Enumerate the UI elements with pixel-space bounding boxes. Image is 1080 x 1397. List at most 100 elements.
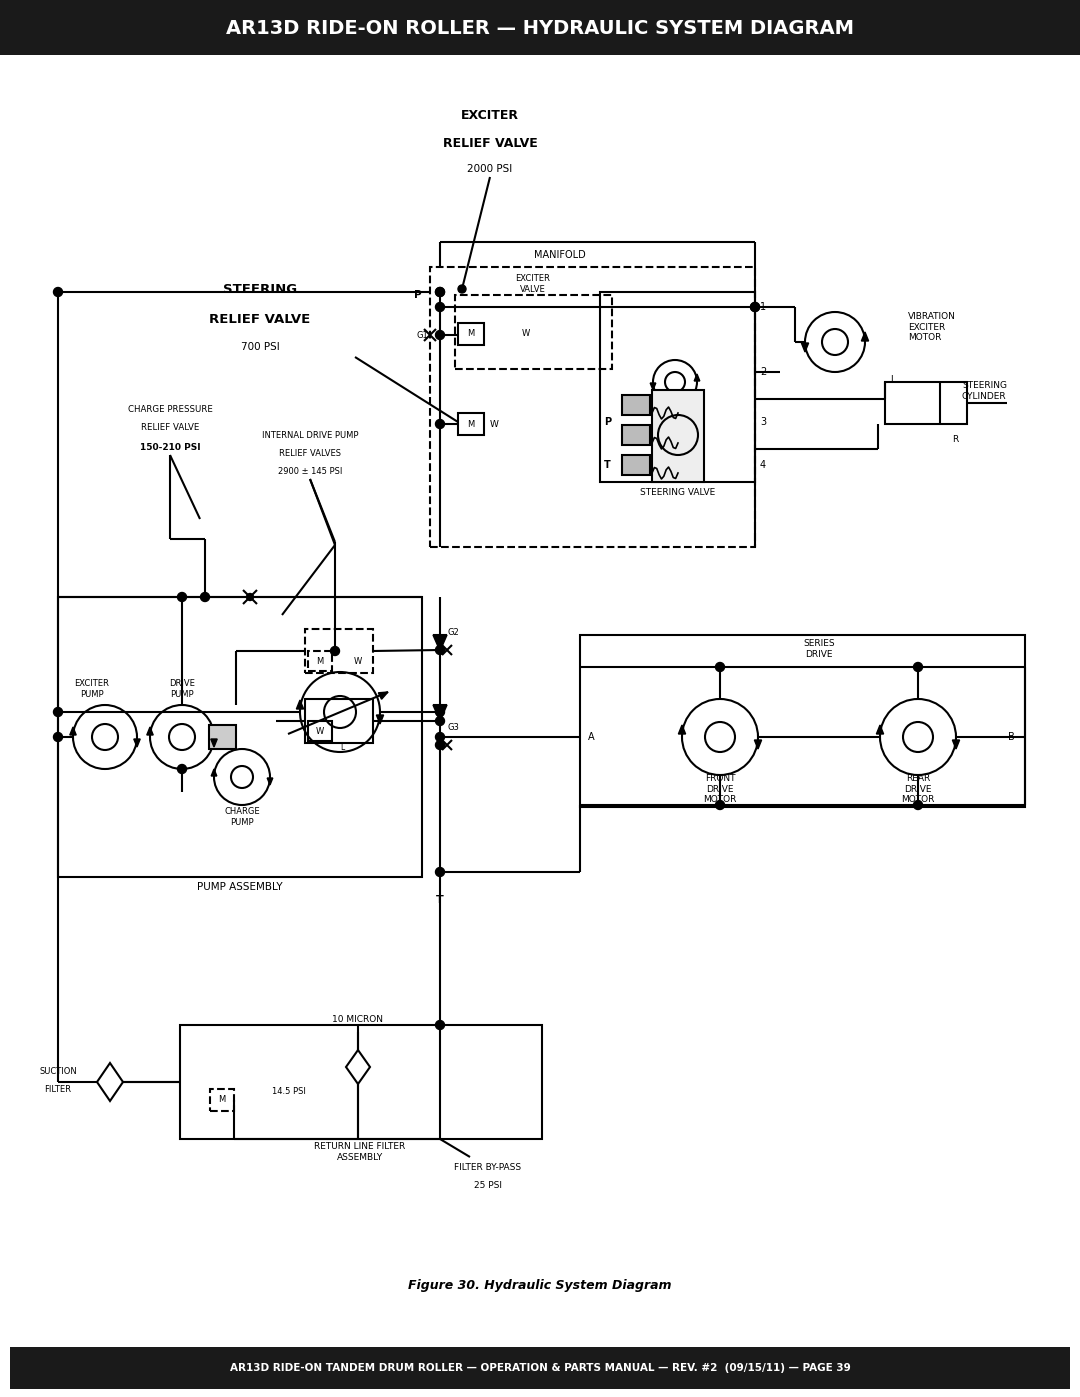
- Text: CHARGE PRESSURE: CHARGE PRESSURE: [127, 405, 213, 414]
- Polygon shape: [755, 740, 761, 749]
- Text: FRONT
DRIVE
MOTOR: FRONT DRIVE MOTOR: [703, 774, 737, 803]
- Text: P: P: [415, 291, 422, 300]
- Circle shape: [177, 764, 187, 774]
- Text: T: T: [436, 895, 444, 905]
- Bar: [305, 629, 373, 673]
- Text: W: W: [522, 330, 530, 338]
- Text: L: L: [340, 742, 345, 752]
- Circle shape: [435, 288, 445, 296]
- Text: VIBRATION
EXCITER
MOTOR: VIBRATION EXCITER MOTOR: [908, 312, 956, 342]
- Text: EXCITER
PUMP: EXCITER PUMP: [75, 679, 109, 698]
- Bar: [308, 721, 332, 740]
- Circle shape: [458, 285, 465, 293]
- Text: M: M: [218, 1095, 226, 1105]
- Polygon shape: [70, 726, 77, 735]
- Circle shape: [54, 707, 63, 717]
- Circle shape: [54, 732, 63, 742]
- Circle shape: [201, 592, 210, 602]
- Circle shape: [751, 303, 759, 312]
- Text: Figure 30. Hydraulic System Diagram: Figure 30. Hydraulic System Diagram: [408, 1278, 672, 1291]
- Bar: [458, 323, 484, 345]
- Text: M: M: [468, 419, 474, 429]
- Text: RELIEF VALVE: RELIEF VALVE: [443, 137, 538, 149]
- Bar: [308, 651, 332, 671]
- Circle shape: [914, 662, 922, 672]
- Polygon shape: [433, 636, 447, 651]
- Circle shape: [435, 303, 445, 312]
- Text: 14.5 PSI: 14.5 PSI: [272, 1087, 306, 1097]
- Text: W: W: [315, 726, 324, 735]
- Text: AR13D RIDE-ON ROLLER — HYDRAULIC SYSTEM DIAGRAM: AR13D RIDE-ON ROLLER — HYDRAULIC SYSTEM …: [226, 18, 854, 38]
- Circle shape: [715, 800, 725, 809]
- Text: R: R: [951, 434, 958, 443]
- Bar: [305, 698, 373, 743]
- Text: 25 PSI: 25 PSI: [474, 1180, 502, 1189]
- Text: 2900 ± 145 PSI: 2900 ± 145 PSI: [278, 467, 342, 475]
- Bar: [210, 725, 237, 749]
- Circle shape: [435, 740, 445, 750]
- Circle shape: [435, 645, 445, 655]
- Circle shape: [715, 662, 725, 672]
- Polygon shape: [267, 778, 273, 785]
- Text: W: W: [354, 657, 362, 665]
- Polygon shape: [134, 739, 140, 747]
- Text: EXCITER
VALVE: EXCITER VALVE: [515, 274, 551, 293]
- Polygon shape: [801, 344, 809, 352]
- Bar: [652, 390, 704, 482]
- Text: DRIVE
PUMP: DRIVE PUMP: [170, 679, 194, 698]
- Polygon shape: [650, 383, 656, 390]
- Text: T: T: [604, 460, 611, 469]
- Circle shape: [435, 331, 445, 339]
- Bar: [210, 1090, 234, 1111]
- Text: FILTER BY-PASS: FILTER BY-PASS: [455, 1162, 522, 1172]
- Text: PUMP ASSEMBLY: PUMP ASSEMBLY: [198, 882, 283, 893]
- Text: 4: 4: [760, 460, 766, 469]
- Polygon shape: [876, 725, 883, 733]
- Polygon shape: [694, 374, 700, 381]
- Text: STEERING VALVE: STEERING VALVE: [640, 488, 716, 496]
- Circle shape: [435, 1020, 445, 1030]
- Text: FILTER: FILTER: [44, 1085, 71, 1094]
- Polygon shape: [211, 739, 217, 747]
- Text: G2: G2: [447, 627, 459, 637]
- Bar: [58, 597, 422, 877]
- Circle shape: [435, 288, 445, 296]
- Text: 2: 2: [760, 367, 766, 377]
- Circle shape: [435, 732, 445, 742]
- Bar: [622, 395, 650, 415]
- Text: RELIEF VALVES: RELIEF VALVES: [279, 448, 341, 457]
- Circle shape: [177, 592, 187, 602]
- Bar: [885, 381, 967, 425]
- Text: RELIEF VALVE: RELIEF VALVE: [210, 313, 311, 326]
- Text: M: M: [316, 657, 324, 665]
- Text: RELIEF VALVE: RELIEF VALVE: [140, 422, 199, 432]
- Text: AR13D RIDE-ON TANDEM DRUM ROLLER — OPERATION & PARTS MANUAL — REV. #2  (09/15/11: AR13D RIDE-ON TANDEM DRUM ROLLER — OPERA…: [230, 1363, 850, 1373]
- Text: B: B: [1008, 732, 1015, 742]
- Text: EXCITER: EXCITER: [461, 109, 519, 122]
- Text: A: A: [588, 732, 595, 742]
- Polygon shape: [296, 700, 303, 710]
- Polygon shape: [147, 726, 153, 735]
- Bar: [180, 1025, 542, 1139]
- Circle shape: [751, 303, 759, 312]
- Polygon shape: [862, 332, 868, 341]
- Text: 2000 PSI: 2000 PSI: [468, 163, 513, 175]
- Bar: [458, 414, 484, 434]
- Polygon shape: [212, 768, 217, 775]
- Text: 150-210 PSI: 150-210 PSI: [139, 443, 200, 451]
- Bar: [455, 295, 612, 369]
- Bar: [622, 455, 650, 475]
- Text: M: M: [468, 330, 474, 338]
- Circle shape: [54, 288, 63, 296]
- Circle shape: [914, 800, 922, 809]
- Bar: [430, 267, 755, 548]
- Bar: [580, 636, 1025, 807]
- Polygon shape: [97, 1063, 123, 1101]
- Text: CHARGE
PUMP: CHARGE PUMP: [225, 807, 260, 827]
- Circle shape: [330, 647, 339, 655]
- Text: P: P: [604, 416, 611, 427]
- Text: 700 PSI: 700 PSI: [241, 342, 280, 352]
- Text: STEERING: STEERING: [222, 282, 297, 296]
- Circle shape: [435, 419, 445, 429]
- Bar: [10, 1347, 1070, 1389]
